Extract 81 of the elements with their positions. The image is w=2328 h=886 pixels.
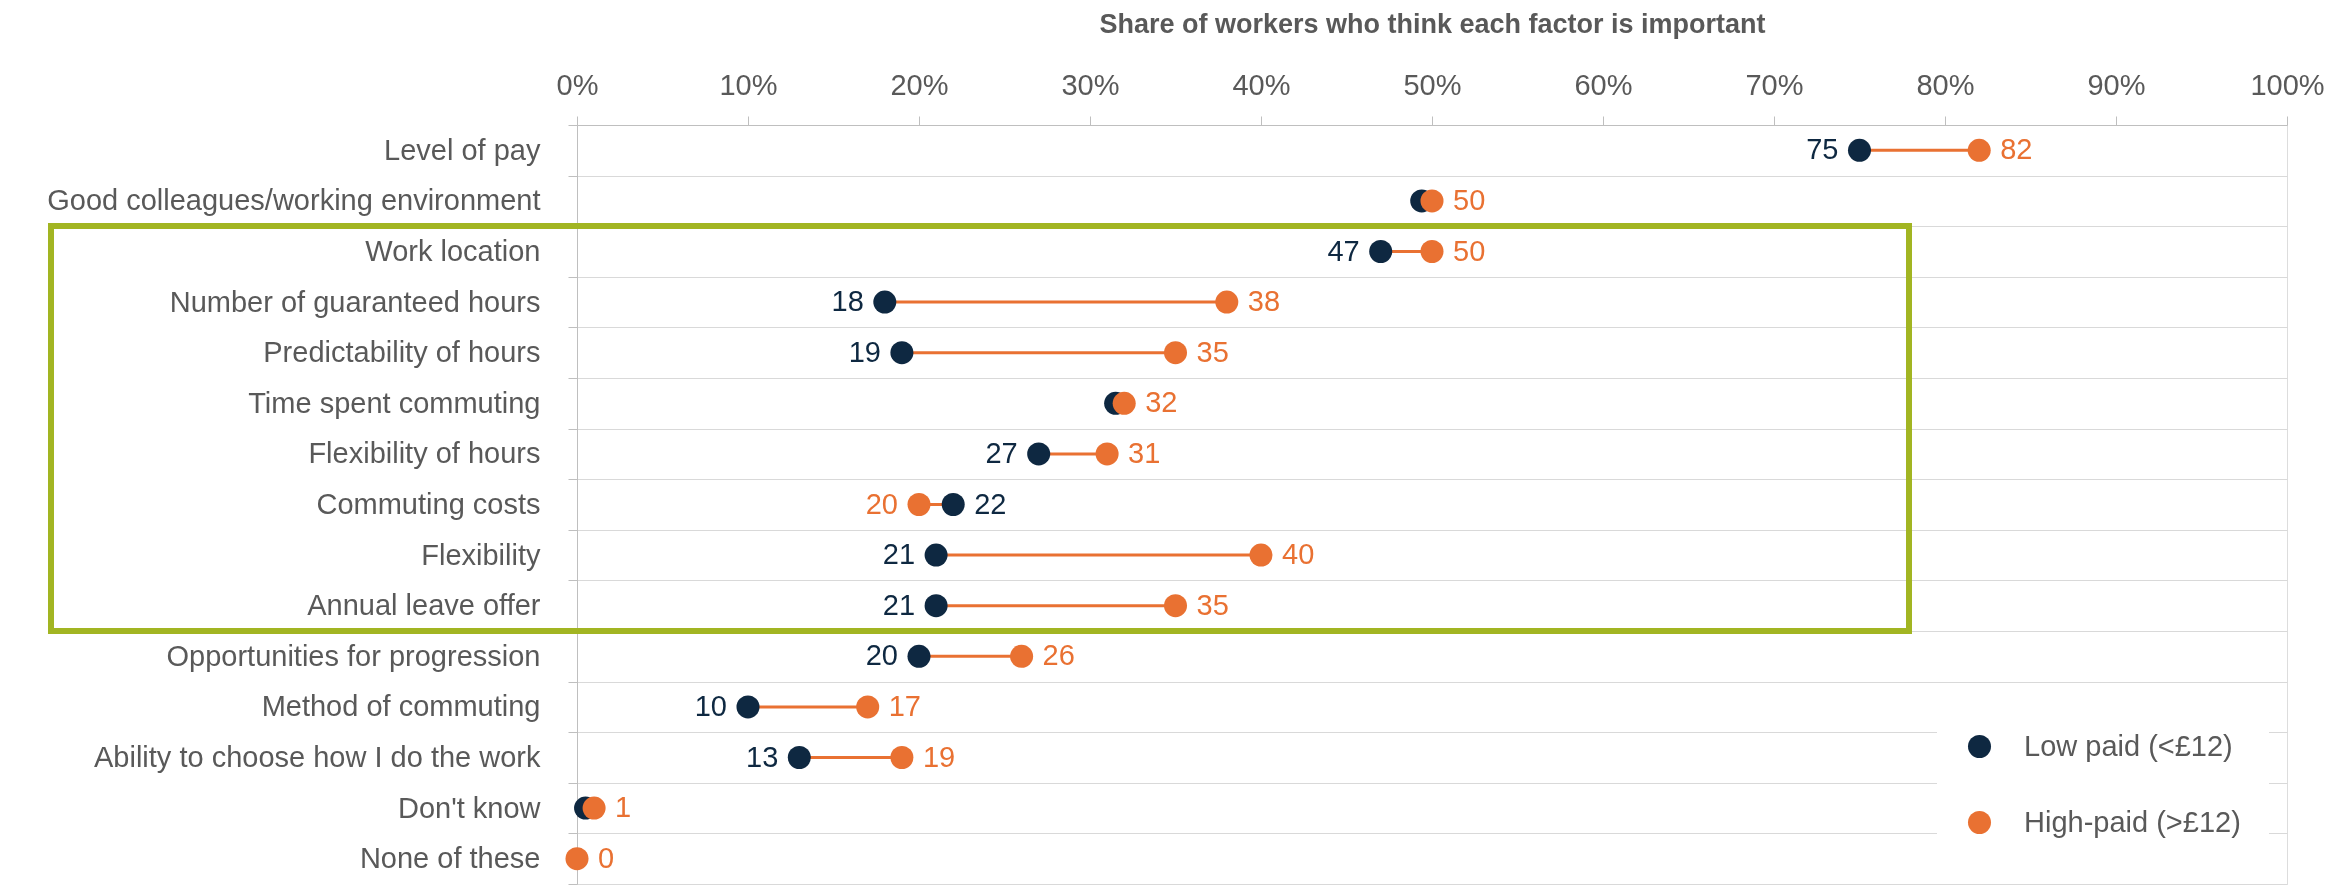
x-tick-label: 50% <box>1403 68 1462 101</box>
point <box>1010 644 1034 668</box>
y-tick-label: Ability to choose how I do the work <box>93 741 541 773</box>
y-tick-label: Annual leave offer <box>307 589 541 622</box>
point <box>1215 290 1239 314</box>
y-tick-label: Number of guaranteed hours <box>169 285 541 318</box>
point <box>924 594 948 618</box>
data-label: 27 <box>985 436 1018 469</box>
point <box>1095 442 1119 466</box>
data-label: 21 <box>882 588 916 621</box>
data-label: 13 <box>746 740 779 773</box>
legend-label: Low paid (<£12) <box>2024 729 2233 762</box>
data-label: 47 <box>1327 234 1360 267</box>
y-tick-label: Flexibility of hours <box>308 437 541 470</box>
point <box>907 493 931 516</box>
point <box>873 290 897 314</box>
data-label: 31 <box>1128 436 1161 469</box>
y-tick-label: None of these <box>359 842 541 875</box>
point <box>736 695 760 719</box>
data-label: 50 <box>1453 234 1486 267</box>
x-tick-label: 100% <box>2250 68 2325 101</box>
point <box>941 493 965 516</box>
x-tick-label: 20% <box>890 68 949 101</box>
y-tick-label: Time spent commuting <box>248 386 541 419</box>
data-label: 21 <box>882 538 916 571</box>
data-label: 50 <box>1453 183 1486 216</box>
legend-label: High-paid (>£12) <box>2024 805 2241 838</box>
data-label: 35 <box>1196 335 1229 368</box>
data-label: 35 <box>1196 588 1229 621</box>
y-tick-label: Commuting costs <box>316 488 541 520</box>
y-tick-label: Good colleagues/working environment <box>47 184 541 217</box>
x-tick-label: 80% <box>1916 68 1975 101</box>
point <box>1163 594 1188 618</box>
point <box>787 746 811 769</box>
x-tick-label: 90% <box>2087 68 2146 101</box>
y-tick-label: Predictability of hours <box>263 336 541 369</box>
y-tick-label: Don't know <box>397 791 542 824</box>
point <box>1420 189 1444 213</box>
point <box>1967 138 1991 162</box>
data-label: 0 <box>598 841 615 874</box>
data-label: 20 <box>865 487 898 520</box>
point <box>924 543 948 567</box>
data-label: 18 <box>831 285 864 318</box>
point <box>890 746 914 769</box>
data-label: 32 <box>1145 386 1178 419</box>
point <box>1847 138 1872 162</box>
x-tick-label: 70% <box>1745 68 1804 101</box>
x-tick-label: 10% <box>719 68 778 101</box>
data-label: 19 <box>848 335 881 368</box>
point <box>856 695 880 719</box>
data-label: 82 <box>2000 133 2033 166</box>
point <box>1027 442 1051 466</box>
data-label: 38 <box>1247 285 1281 318</box>
y-tick-label: Flexibility <box>421 538 541 571</box>
x-axis-title: Share of workers who think each factor is important <box>1099 8 1766 39</box>
point <box>890 341 914 365</box>
x-tick-label: 40% <box>1232 68 1291 101</box>
point <box>565 847 589 871</box>
data-label: 26 <box>1042 639 1075 672</box>
point <box>1249 543 1273 567</box>
y-tick-label: Level of pay <box>384 133 541 166</box>
data-label: 17 <box>888 689 921 722</box>
x-tick-label: 60% <box>1574 68 1633 101</box>
point <box>1369 240 1393 263</box>
data-label: 1 <box>615 791 632 824</box>
y-tick-label: Method of commuting <box>261 690 541 723</box>
point <box>582 796 606 820</box>
x-tick-label: 30% <box>1061 68 1120 101</box>
data-label: 20 <box>865 639 898 672</box>
y-tick-label: Opportunities for progression <box>166 639 541 672</box>
x-tick-label: 0% <box>556 68 599 101</box>
point <box>1163 341 1188 365</box>
point <box>1112 391 1136 415</box>
point <box>1420 240 1444 263</box>
point <box>907 644 931 668</box>
data-label: 10 <box>694 689 727 722</box>
data-label: 40 <box>1282 538 1315 571</box>
data-label: 22 <box>974 487 1007 520</box>
data-label: 19 <box>922 740 956 773</box>
y-tick-label: Work location <box>365 235 541 267</box>
data-label: 75 <box>1806 133 1839 166</box>
